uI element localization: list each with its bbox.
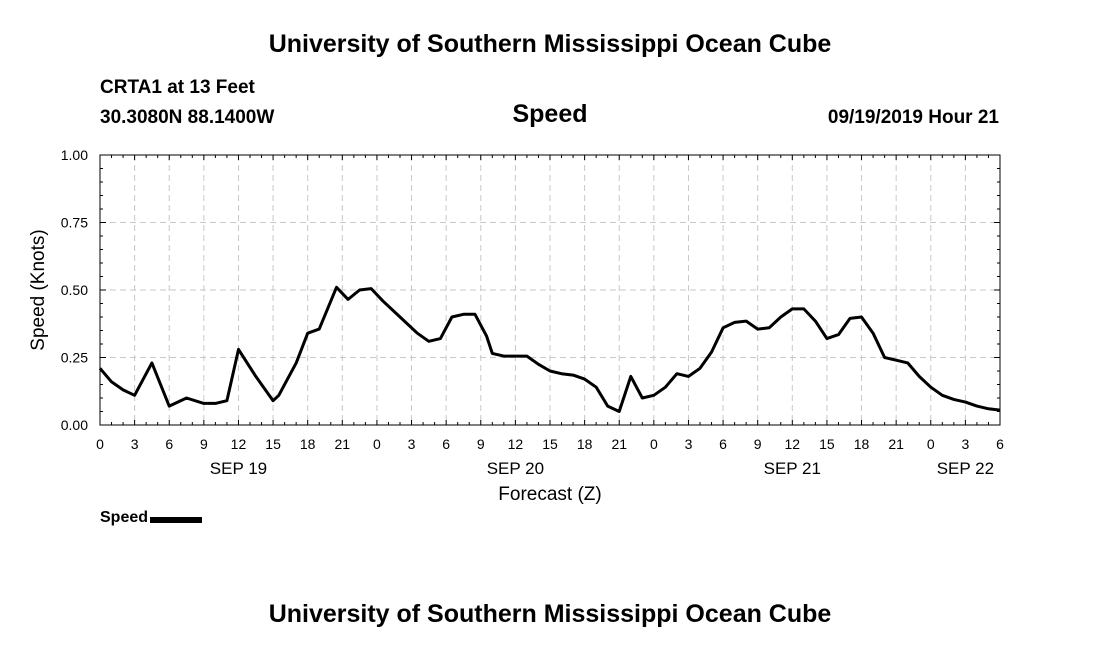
x-tick-label: 6 <box>996 436 1004 452</box>
x-tick-label: 9 <box>200 436 208 452</box>
legend-label: Speed <box>100 509 149 526</box>
date-label: SEP 21 <box>764 459 821 478</box>
x-tick-label: 0 <box>96 436 104 452</box>
x-tick-label: 0 <box>650 436 658 452</box>
x-tick-label: 3 <box>408 436 416 452</box>
x-tick-label: 9 <box>754 436 762 452</box>
chart-title: Speed <box>512 100 588 128</box>
x-tick-label: 9 <box>477 436 485 452</box>
x-tick-label: 18 <box>300 436 316 452</box>
y-axis-title: Speed (Knots) <box>28 229 49 350</box>
timestamp-label: 09/19/2019 Hour 21 <box>827 107 999 128</box>
x-tick-label: 21 <box>335 436 351 452</box>
date-label: SEP 22 <box>937 459 994 478</box>
x-tick-label: 6 <box>442 436 450 452</box>
x-tick-label: 15 <box>265 436 281 452</box>
x-tick-label: 3 <box>961 436 969 452</box>
coordinates-label: 30.3080N 88.1400W <box>100 107 275 128</box>
y-tick-label: 0.25 <box>61 350 88 366</box>
x-tick-label: 3 <box>685 436 693 452</box>
x-tick-label: 12 <box>508 436 524 452</box>
x-tick-label: 6 <box>719 436 727 452</box>
page-title: University of Southern Mississippi Ocean… <box>268 30 832 58</box>
x-tick-label: 12 <box>231 436 247 452</box>
speed-series-line <box>98 285 1001 413</box>
x-tick-label: 18 <box>854 436 870 452</box>
x-tick-label: 0 <box>373 436 381 452</box>
x-axis-title: Forecast (Z) <box>498 484 601 505</box>
x-tick-label: 21 <box>611 436 627 452</box>
x-tick-label: 15 <box>819 436 835 452</box>
y-tick-label: 1.00 <box>61 147 88 163</box>
x-tick-label: 18 <box>577 436 593 452</box>
x-tick-label: 21 <box>888 436 904 452</box>
x-tick-label: 12 <box>785 436 801 452</box>
x-tick-label: 15 <box>542 436 558 452</box>
footer-title: University of Southern Mississippi Ocean… <box>268 600 832 628</box>
x-tick-label: 6 <box>165 436 173 452</box>
x-tick-label: 3 <box>131 436 139 452</box>
date-label: SEP 20 <box>487 459 544 478</box>
legend-swatch <box>150 517 203 523</box>
legend: Speed <box>100 509 203 527</box>
x-tick-label: 0 <box>927 436 935 452</box>
y-tick-label: 0.75 <box>61 215 88 231</box>
station-label: CRTA1 at 13 Feet <box>100 77 255 98</box>
date-label: SEP 19 <box>210 459 267 478</box>
y-tick-label: 0.50 <box>61 282 88 298</box>
y-tick-label: 0.00 <box>61 417 88 433</box>
